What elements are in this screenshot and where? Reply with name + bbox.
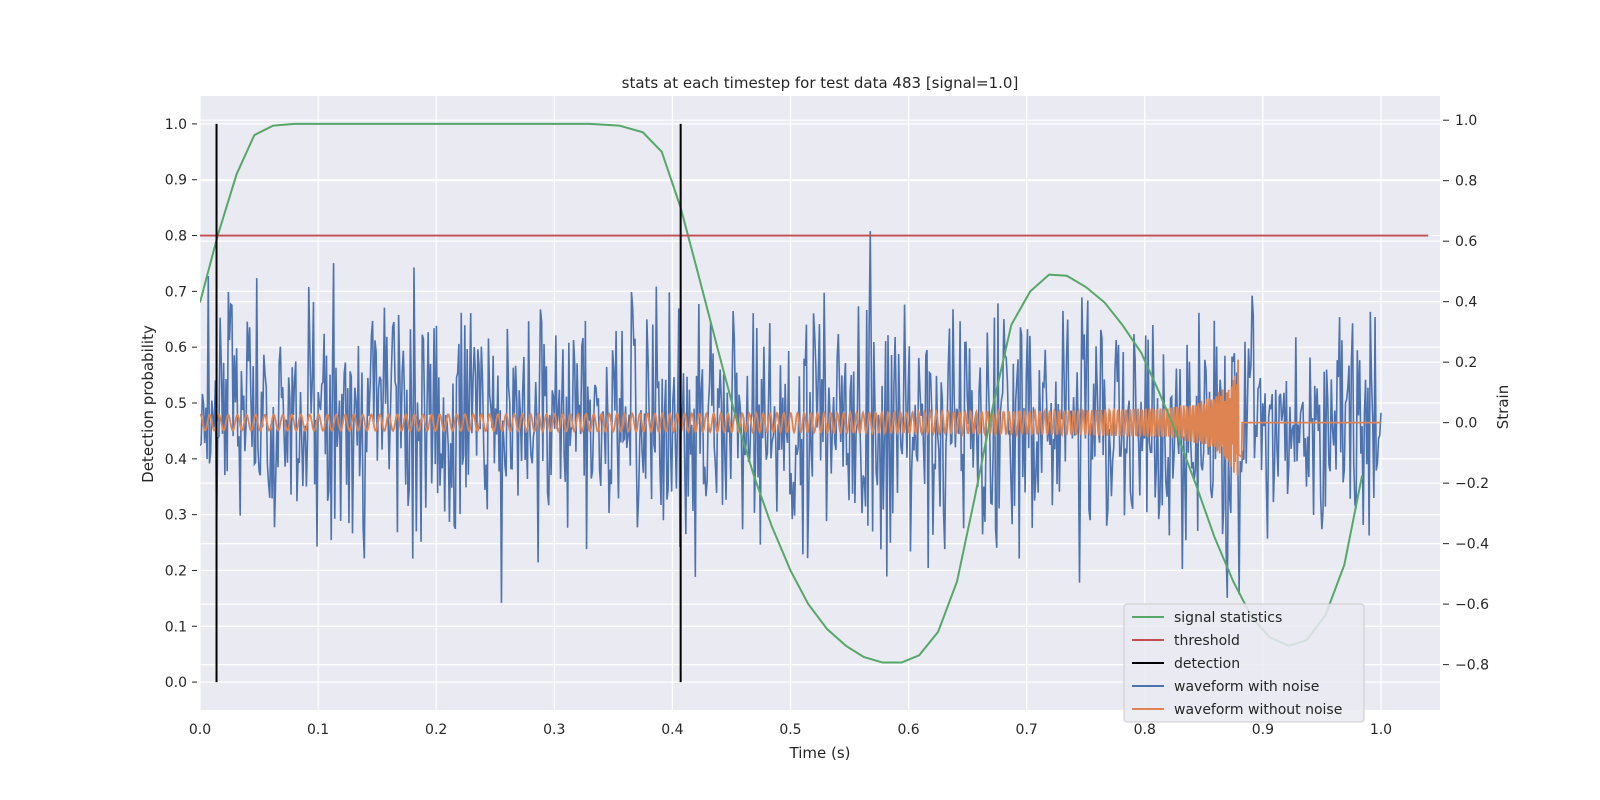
y-axis-left: 0.0 0.1 0.2 0.3 0.4 0.5 0.6 0.7 0.8 0.9 1.0 [165,117,197,691]
legend-label-signal-statistics: signal statistics [1174,610,1282,626]
y2-tick-label: 0.8 [1455,174,1477,190]
y2-tick-label: −0.6 [1455,597,1489,613]
legend-label-waveform-without-noise: waveform without noise [1174,702,1342,718]
waveform-without-noise-line [200,359,1381,476]
series-layer [200,122,1429,683]
y2-tick-label: −0.4 [1455,537,1489,553]
y2-tick-label: −0.2 [1455,476,1489,492]
y-tick-label: 0.2 [165,563,187,579]
x-tick-label: 0.8 [1134,722,1156,738]
x-axis: 0.0 0.1 0.2 0.3 0.4 0.5 0.6 0.7 0.8 0.9 1.0 [189,722,1392,738]
y2-axis-title: Strain [1494,385,1512,429]
legend-label-waveform-with-noise: waveform with noise [1174,679,1319,695]
signal-statistics-line [200,122,1364,664]
y2-tick-label: 0.0 [1455,416,1477,432]
y-tick-label: 0.5 [165,396,187,412]
chart-title: stats at each timestep for test data 483… [622,74,1019,92]
x-tick-label: 0.5 [779,722,801,738]
x-tick-label: 0.9 [1252,722,1274,738]
y2-tick-label: −0.8 [1455,658,1489,674]
y-tick-label: 0.1 [165,619,187,635]
legend-box [1123,603,1365,723]
y-tick-label: 0.8 [165,229,187,245]
y-tick-label: 0.9 [165,173,187,189]
y-axis-right: −0.8 −0.6 −0.4 −0.2 0.0 0.2 0.4 0.6 0.8 1.0 [1443,113,1489,674]
y2-tick-label: 0.4 [1455,295,1477,311]
y2-tick-label: 0.2 [1455,355,1477,371]
y2-tick-label: 0.6 [1455,234,1477,250]
y-tick-label: 0.7 [165,284,187,300]
y-tick-label: 0.4 [165,452,187,468]
x-tick-label: 0.3 [543,722,565,738]
x-tick-label: 0.1 [307,722,329,738]
y2-tick-label: 1.0 [1455,113,1477,129]
x-tick-label: 0.7 [1016,722,1038,738]
y-tick-label: 0.3 [165,508,187,524]
x-tick-label: 1.0 [1370,722,1392,738]
y-axis-title: Detection probability [139,325,157,483]
legend-label-threshold: threshold [1174,633,1240,649]
y-tick-label: 0.0 [165,675,187,691]
y-tick-label: 1.0 [165,117,187,133]
x-tick-label: 0.6 [897,722,919,738]
x-tick-label: 0.0 [189,722,211,738]
legend: signal statistics threshold detection wa… [1123,603,1365,723]
x-tick-label: 0.2 [425,722,447,738]
x-axis-title: Time (s) [789,744,851,762]
y-tick-label: 0.6 [165,340,187,356]
legend-label-detection: detection [1174,656,1240,672]
x-tick-label: 0.4 [661,722,683,738]
